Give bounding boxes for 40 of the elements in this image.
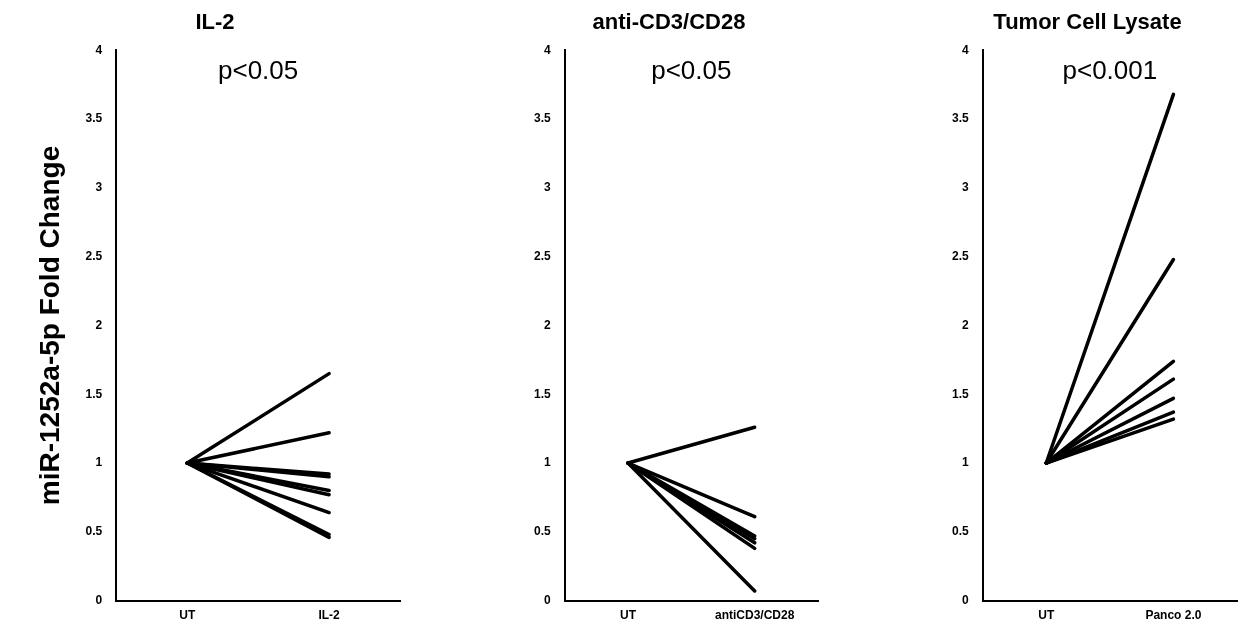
- chart-title: Tumor Cell Lysate: [993, 9, 1182, 35]
- annotation: p<0.05: [651, 54, 732, 85]
- x-tick-label: Panco 2.0: [1145, 608, 1202, 623]
- y-tick-label: 0.5: [85, 524, 103, 539]
- y-tick-label: 4: [95, 42, 103, 57]
- y-tick-label: 2: [543, 317, 551, 332]
- y-tick-label: 4: [961, 42, 969, 57]
- y-tick-label: 0: [543, 592, 551, 607]
- y-tick-label: 1: [543, 455, 551, 470]
- y-tick-label: 4: [543, 42, 551, 57]
- y-tick-label: 0.5: [533, 524, 551, 539]
- y-tick-label: 3: [543, 180, 551, 195]
- y-tick-label: 0: [95, 592, 103, 607]
- annotation: p<0.05: [218, 54, 299, 85]
- y-tick-label: 3: [95, 180, 103, 195]
- x-tick-label: UT: [620, 608, 637, 623]
- y-tick-label: 2.5: [533, 249, 551, 264]
- y-tick-label: 1: [961, 455, 969, 470]
- y-tick-label: 1.5: [951, 386, 969, 401]
- y-tick-label: 3.5: [533, 111, 551, 126]
- y-tick-label: 3: [961, 180, 969, 195]
- y-tick-label: 3.5: [951, 111, 969, 126]
- y-tick-label: 2: [961, 317, 969, 332]
- y-tick-label: 3.5: [85, 111, 103, 126]
- y-tick-label: 2: [95, 317, 103, 332]
- x-tick-label: antiCD3/CD28: [714, 608, 795, 623]
- x-tick-label: UT: [1038, 608, 1055, 623]
- y-axis-title: miR-1252a-5p Fold Change: [33, 145, 65, 506]
- x-tick-label: IL-2: [318, 608, 341, 623]
- y-tick-label: 0.5: [951, 524, 969, 539]
- y-tick-label: 1: [95, 455, 103, 470]
- annotation: p<0.001: [1062, 54, 1158, 85]
- y-tick-label: 1.5: [85, 386, 103, 401]
- y-tick-label: 0: [961, 592, 969, 607]
- y-tick-label: 2.5: [85, 249, 103, 264]
- chart-title: anti-CD3/CD28: [592, 9, 746, 35]
- y-tick-label: 1.5: [533, 386, 551, 401]
- x-tick-label: UT: [179, 608, 196, 623]
- chart-title: IL-2: [195, 9, 235, 35]
- y-tick-label: 2.5: [951, 249, 969, 264]
